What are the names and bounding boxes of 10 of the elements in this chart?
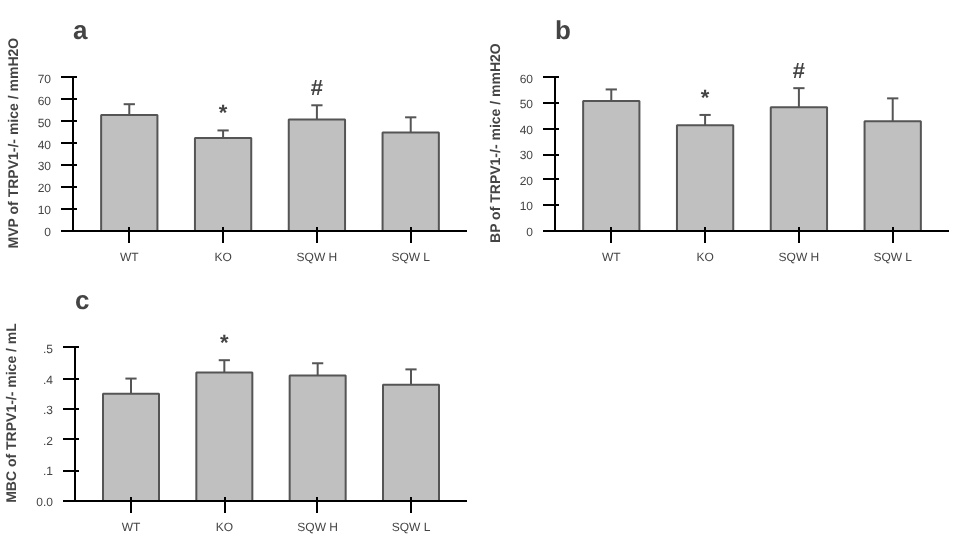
chart-title: b <box>555 15 571 45</box>
annotation: # <box>792 60 806 85</box>
annotation: * <box>700 86 711 111</box>
chart-title: a <box>73 15 89 45</box>
annotation: * <box>220 332 231 357</box>
annotation: * <box>218 102 229 127</box>
annotation: # <box>310 77 324 102</box>
chart-title: c <box>75 285 90 315</box>
bar <box>193 137 253 231</box>
bar <box>675 124 735 231</box>
